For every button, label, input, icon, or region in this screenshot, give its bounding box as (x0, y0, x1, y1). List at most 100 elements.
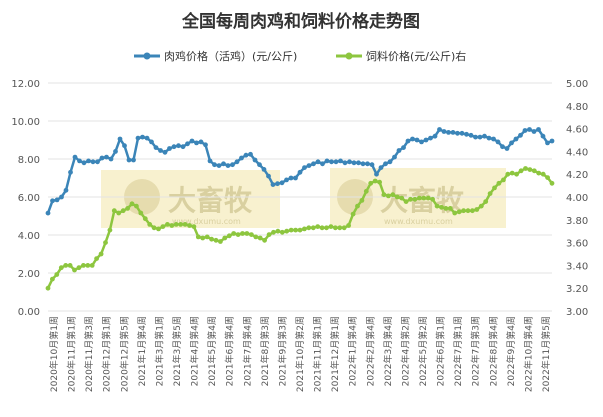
data-point (378, 165, 384, 171)
x-tick-label: 2020年11月第3周 (83, 316, 95, 392)
x-tick-label: 2020年10月第1周 (48, 316, 60, 392)
watermark-right-text: 大畜牧 (380, 184, 465, 217)
data-point (410, 136, 415, 142)
data-point (194, 140, 199, 146)
data-point (549, 138, 555, 144)
data-point (198, 139, 204, 145)
x-tick-label: 2021年10月第2周 (294, 316, 306, 392)
data-point (359, 198, 365, 203)
data-point (356, 160, 361, 166)
data-point (240, 231, 245, 236)
data-point (419, 139, 424, 145)
x-tick-label: 2021年4月第4周 (189, 316, 201, 386)
data-point (212, 162, 217, 168)
data-point (455, 130, 460, 136)
data-point (405, 138, 411, 144)
x-tick-label: 2022年3月第4周 (382, 316, 394, 386)
data-point (365, 161, 370, 167)
data-point (239, 155, 244, 161)
data-point (509, 170, 515, 176)
right-axis: 3.00 3.20 3.40 3.60 3.80 4.00 4.20 4.40 4.60 4.80… (566, 79, 588, 318)
data-point (270, 182, 276, 188)
left-tick-label: 2.00 (18, 269, 40, 280)
legend-item-feed-price: 饲料价格(元/公斤)右 (336, 49, 466, 63)
data-point (377, 179, 382, 185)
x-tick-label: 2021年12月第1周 (329, 316, 341, 392)
data-point (131, 157, 136, 163)
data-point (459, 130, 465, 136)
data-point (293, 175, 298, 181)
legend-label-chicken-price: 肉鸡价格（活鸡）(元/公斤) (164, 49, 297, 63)
data-point (350, 211, 356, 217)
data-point (275, 181, 280, 187)
data-point (482, 133, 487, 139)
data-point (200, 235, 206, 241)
data-point (319, 225, 325, 231)
right-tick-label: 4.20 (566, 170, 588, 181)
x-tick-label: 2021年9月第3周 (276, 316, 288, 386)
right-tick-label: 3.80 (566, 216, 588, 227)
data-point (221, 161, 226, 167)
data-point (396, 148, 402, 153)
data-point (372, 178, 378, 184)
data-point (156, 226, 161, 232)
data-point (486, 135, 492, 141)
data-point (122, 143, 127, 149)
data-point (257, 162, 262, 168)
data-point (288, 175, 294, 181)
data-point (99, 155, 105, 161)
data-point (430, 196, 435, 202)
data-point (315, 159, 321, 165)
data-point (235, 232, 241, 238)
data-point (381, 192, 387, 198)
data-point (76, 265, 82, 271)
data-point (173, 222, 179, 227)
data-point (271, 229, 276, 235)
data-point (225, 163, 231, 169)
data-point (218, 239, 223, 244)
data-point (209, 236, 215, 242)
watermark-left-url: www.dxumu.com (172, 217, 241, 226)
x-tick-label: 2022年8月第4周 (487, 316, 499, 386)
data-point (487, 191, 493, 197)
data-point (500, 144, 505, 150)
data-point (45, 210, 51, 216)
x-tick-label: 2022年9月第4周 (505, 316, 517, 386)
right-tick-label: 3.00 (566, 307, 588, 318)
data-point (187, 223, 192, 228)
data-point (153, 145, 159, 151)
data-point (540, 171, 546, 177)
data-point (117, 136, 123, 142)
data-point (266, 232, 272, 238)
data-point (465, 208, 471, 214)
data-point (302, 226, 307, 232)
data-point (522, 128, 528, 133)
data-point (95, 159, 100, 165)
data-point (103, 240, 108, 246)
data-point (374, 171, 379, 177)
data-point (252, 157, 258, 163)
data-point (527, 167, 533, 173)
data-point (531, 129, 537, 134)
data-point (261, 167, 267, 172)
data-point (111, 208, 117, 214)
data-point (333, 159, 339, 165)
data-point (297, 169, 303, 175)
data-point (134, 203, 139, 209)
left-tick-label: 0.00 (18, 307, 40, 318)
data-point (423, 137, 429, 143)
data-point (151, 225, 157, 231)
data-point (523, 166, 528, 171)
data-point (50, 276, 55, 282)
data-point (178, 222, 184, 227)
right-tick-label: 4.60 (566, 125, 588, 136)
right-tick-label: 4.00 (566, 193, 588, 204)
right-tick-label: 3.20 (566, 284, 588, 295)
data-point (108, 156, 114, 162)
x-tick-label: 2022年6月第1周 (435, 316, 447, 386)
data-point (142, 216, 148, 222)
data-point (77, 158, 82, 164)
data-point (86, 158, 91, 164)
data-point (439, 204, 444, 210)
